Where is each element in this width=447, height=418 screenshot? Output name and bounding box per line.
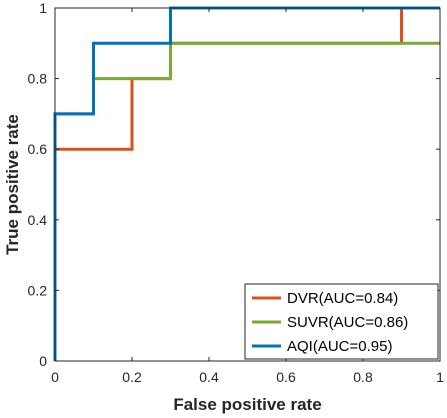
y-axis-title: True positive rate xyxy=(3,114,22,255)
y-tick-label: 0.4 xyxy=(28,212,48,228)
x-tick-label: 0.2 xyxy=(122,369,142,385)
y-tick-label: 0 xyxy=(39,353,47,369)
ticks-layer: 0 0.2 0.4 0.6 0.8 1 0 0.2 0.4 0.6 0.8 1 xyxy=(28,0,445,385)
y-tick-label: 0.2 xyxy=(28,282,48,298)
x-tick-label: 1 xyxy=(436,369,444,385)
x-axis-title: False positive rate xyxy=(173,395,321,414)
x-tick-label: 0 xyxy=(51,369,59,385)
plot-frame xyxy=(54,7,441,362)
legend-label-3: AQI(AUC=0.95) xyxy=(287,338,392,355)
legend-label-2: SUVR(AUC=0.86) xyxy=(287,314,408,331)
y-tick-label: 1 xyxy=(39,0,47,16)
x-tick-label: 0.8 xyxy=(353,369,373,385)
x-tick-label: 0.6 xyxy=(276,369,296,385)
legend-label-1: DVR(AUC=0.84) xyxy=(287,290,398,307)
y-tick-label: 0.6 xyxy=(28,141,48,157)
x-tick-label: 0.4 xyxy=(199,369,219,385)
legend: DVR(AUC=0.84) SUVR(AUC=0.86) AQI(AUC=0.95) xyxy=(244,283,439,360)
y-tick-label: 0.8 xyxy=(28,71,48,87)
